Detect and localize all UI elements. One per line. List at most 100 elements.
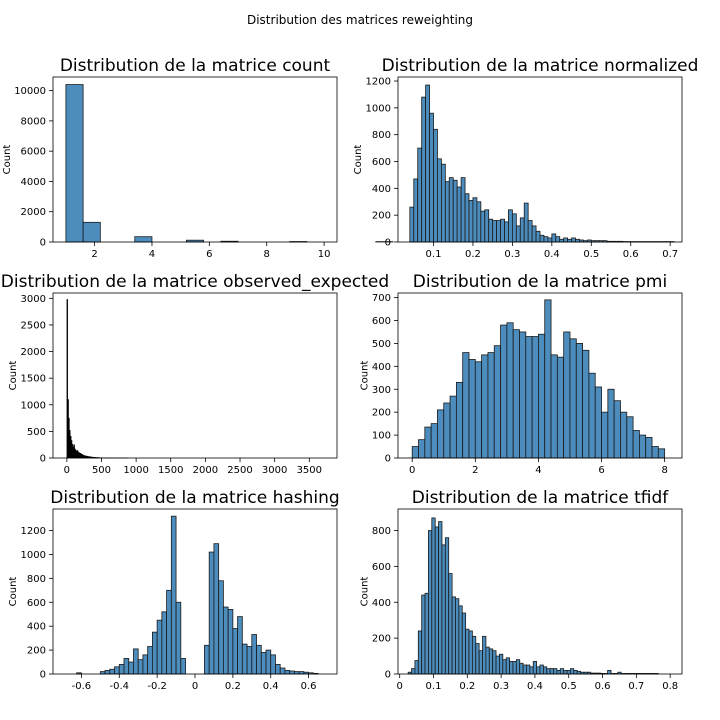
histogram-bar xyxy=(260,652,267,675)
y-tick-label: 600 xyxy=(27,598,46,609)
histogram-bar xyxy=(607,670,612,675)
x-tick-label: 6 xyxy=(598,465,604,476)
histogram-bar xyxy=(180,658,186,675)
y-tick-label: 2500 xyxy=(21,320,46,331)
y-tick-label: 400 xyxy=(372,184,391,195)
histogram-bar xyxy=(482,635,487,675)
x-tick-label: 0 xyxy=(397,681,403,692)
histogram-bar xyxy=(543,236,549,243)
histogram-bar xyxy=(137,659,144,675)
x-tick-label: 0.7 xyxy=(628,681,644,692)
y-axis-label: Count xyxy=(8,577,19,607)
histogram-bar xyxy=(204,644,210,675)
x-tick-label: 0.4 xyxy=(544,249,560,260)
histogram-bar xyxy=(487,352,495,459)
x-tick-label: -0.6 xyxy=(72,681,92,692)
histogram-bar xyxy=(128,661,134,675)
histogram-bar xyxy=(424,592,429,675)
histogram-bar xyxy=(455,381,464,459)
histogram-bar xyxy=(542,666,548,675)
x-tick-label: 0.7 xyxy=(662,249,678,260)
y-tick-label: 1000 xyxy=(366,103,391,114)
histogram-bar xyxy=(582,349,590,459)
histogram-bar xyxy=(430,423,438,459)
histogram-bar xyxy=(550,354,558,459)
histogram-bar xyxy=(531,336,539,459)
x-tick-label: -0.4 xyxy=(110,681,130,692)
histogram-bar xyxy=(485,646,490,675)
histogram-bar xyxy=(546,668,551,675)
histogram-bar xyxy=(492,650,497,675)
histogram-bar xyxy=(613,400,621,459)
histogram-bar xyxy=(511,213,517,243)
x-tick-label: 8 xyxy=(661,465,667,476)
histogram-bar xyxy=(444,537,450,675)
histogram-bar xyxy=(65,84,84,243)
x-tick-label: 1500 xyxy=(158,465,183,476)
subplot-4: 0 2 4 6 8 0 100 200 300 400 500 600 700 Count Distribu… xyxy=(359,272,683,476)
y-tick-label: 3000 xyxy=(21,294,46,305)
histogram-bar xyxy=(411,446,419,459)
histogram-bar xyxy=(413,178,419,243)
histogram-bar xyxy=(409,206,415,243)
histogram-bar xyxy=(270,654,276,675)
histogram-bar xyxy=(499,653,504,675)
histogram-bar xyxy=(519,217,525,243)
y-tick-label: 600 xyxy=(372,316,391,327)
histogram-bar xyxy=(480,210,486,243)
y-tick-label: 200 xyxy=(372,408,391,419)
axes-frame xyxy=(52,508,338,675)
y-tick-label: 400 xyxy=(372,598,391,609)
histogram-bar xyxy=(151,631,158,675)
histogram-bar xyxy=(575,238,580,243)
x-tick-label: 4 xyxy=(149,249,155,260)
histogram-bar xyxy=(448,177,454,243)
histogram-bar xyxy=(451,596,456,675)
histogram-bar xyxy=(495,655,500,675)
histogram-bar xyxy=(563,237,569,243)
x-tick-label: 6 xyxy=(206,249,212,260)
histogram-bar xyxy=(241,643,248,675)
histogram-bar xyxy=(440,163,446,243)
histogram-bar xyxy=(104,670,111,675)
y-tick-label: 0 xyxy=(40,670,46,681)
y-axis-label: Count xyxy=(8,361,19,391)
histogram-bar xyxy=(474,361,483,459)
histogram-bar xyxy=(531,225,537,243)
subplot-title: Distribution de la matrice tfidf xyxy=(412,488,670,508)
histogram-bar xyxy=(645,436,653,459)
histogram-bar xyxy=(573,670,578,675)
histogram-bar xyxy=(438,521,443,675)
x-tick-label: 2000 xyxy=(193,465,218,476)
subplot-title: Distribution de la matrice pmi xyxy=(413,272,667,292)
histogram-bar xyxy=(421,594,426,675)
histogram-bar xyxy=(218,580,224,675)
y-tick-label: 0 xyxy=(40,454,46,465)
histogram-bar xyxy=(504,221,509,243)
histogram-bar xyxy=(465,628,470,675)
subplot-2: 0.1 0.2 0.3 0.4 0.5 0.6 0.7 0 200 400 600 800 1000 12… xyxy=(353,56,698,260)
x-tick-label: 1000 xyxy=(123,465,148,476)
y-tick-label: 1000 xyxy=(21,400,46,411)
histogram-bar xyxy=(539,234,545,243)
x-tick-label: 0.4 xyxy=(527,681,543,692)
histogram-bar xyxy=(279,667,286,675)
histogram-bar xyxy=(476,201,482,243)
histogram-bar xyxy=(441,544,446,675)
x-tick-label: 0.4 xyxy=(263,681,279,692)
histogram-bar xyxy=(414,660,419,675)
y-tick-label: 500 xyxy=(27,427,46,438)
y-axis-label: Count xyxy=(359,577,370,607)
histogram-bar xyxy=(428,530,433,675)
histogram-bar xyxy=(626,416,634,459)
histogram-bar xyxy=(657,448,666,459)
histogram-bar xyxy=(460,177,466,243)
x-tick-label: 0.3 xyxy=(504,249,520,260)
x-tick-label: 2 xyxy=(472,465,478,476)
histogram-bar xyxy=(522,664,527,675)
histogram-bar xyxy=(515,225,521,243)
histogram-bar xyxy=(478,650,483,675)
histogram-bar xyxy=(525,336,533,459)
histogram-bar xyxy=(208,551,215,675)
x-tick-label: 0.2 xyxy=(225,681,241,692)
